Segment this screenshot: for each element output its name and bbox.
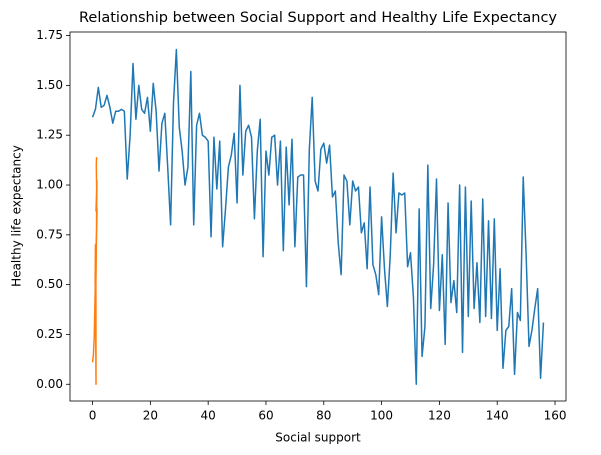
x-tick-label: 120 (428, 409, 451, 423)
x-tick-label: 160 (544, 409, 567, 423)
plot-frame (69, 31, 567, 402)
y-axis-label: Healthy life expectancy (10, 145, 24, 287)
x-axis-label: Social support (275, 431, 361, 445)
x-tick-label: 100 (370, 409, 393, 423)
y-tick-label: 1.75 (36, 28, 63, 42)
chart-title: Relationship between Social Support and … (79, 10, 557, 26)
y-tick-label: 1.00 (36, 178, 63, 192)
y-tick-label: 1.25 (36, 128, 63, 142)
y-tick-label: 0.50 (36, 277, 63, 291)
y-tick-label: 0.75 (36, 227, 63, 241)
y-tick-label: 0.00 (36, 377, 63, 391)
x-tick-label: 80 (316, 409, 331, 423)
x-tick-label: 60 (258, 409, 273, 423)
x-tick-label: 140 (486, 409, 509, 423)
data-line (91, 157, 98, 386)
data-line (91, 48, 545, 386)
x-tick-label: 0 (89, 409, 97, 423)
y-tick-label: 0.25 (36, 327, 63, 341)
y-tick-label: 1.50 (36, 78, 63, 92)
x-tick-label: 40 (201, 409, 216, 423)
x-tick-label: 20 (143, 409, 158, 423)
